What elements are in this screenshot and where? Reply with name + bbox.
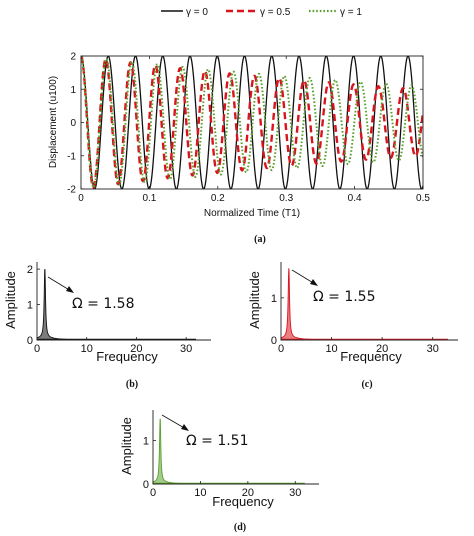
legend-label-gamma-05: γ = 0.5 <box>260 7 291 18</box>
panel-b-xtick-label: 10 <box>81 343 93 355</box>
panel-b-xlabel: Frequency <box>96 349 158 364</box>
panel-c-caption: (c) <box>361 379 372 390</box>
legend-label-gamma-0: γ = 0 <box>186 7 208 18</box>
panel-d: 0 10 20 30 0 1 Frequency Amplitude Ω = 1.51 (… <box>119 410 319 533</box>
panel-d-spectrum <box>152 418 306 485</box>
panel-a-xtick-label: 0.1 <box>142 193 156 204</box>
panel-b-annotation: Ω = 1.58 <box>72 296 135 312</box>
panel-b-annotation-arrow <box>47 276 72 292</box>
panel-d-xtick-label: 30 <box>289 487 301 499</box>
panel-a-xlabel: Normalized Time (T1) <box>204 208 300 219</box>
panel-b-xtick-label: 30 <box>180 343 192 355</box>
panel-c-annotation: Ω = 1.55 <box>313 289 376 305</box>
panel-c-ytick-label: 1 <box>271 293 277 305</box>
panel-d-caption: (d) <box>234 522 246 533</box>
panel-d-arrowhead <box>181 424 189 431</box>
panel-a-series-3 <box>81 56 423 189</box>
panel-c-ytick-label: 0 <box>271 335 277 347</box>
panel-d-xlabel: Frequency <box>212 494 274 509</box>
panel-c-arrowhead <box>310 279 318 286</box>
panel-d-annotation: Ω = 1.51 <box>186 433 249 449</box>
panel-a-ytick-label: 2 <box>70 52 76 63</box>
panel-a-ylabel: Displacement (u100) <box>48 76 59 168</box>
panel-a-ytick-label: -2 <box>67 185 76 196</box>
panel-c-xtick-label: 10 <box>325 343 337 355</box>
panel-d-annotation-arrow <box>161 414 187 430</box>
panel-a-ytick-label: 1 <box>70 85 76 96</box>
panel-c-xtick-label: 20 <box>376 343 388 355</box>
panel-b-ytick-label: 1 <box>27 300 33 312</box>
panel-d-ytick-label: 1 <box>143 435 149 447</box>
panel-d-xtick-label: 20 <box>242 487 254 499</box>
panel-c-xtick-label: 0 <box>278 343 284 355</box>
panel-b-ytick-label: 0 <box>27 335 33 347</box>
panel-a-xtick-label: 0.4 <box>348 193 362 204</box>
panel-a: 0 0.1 0.2 0.3 0.4 0.5 -2 -1 0 1 2 Normalized Time … <box>48 52 430 246</box>
panel-b-ylabel: Amplitude <box>3 271 18 329</box>
panel-c-xlabel: Frequency <box>340 349 402 364</box>
panel-a-ytick-label: 0 <box>70 118 76 129</box>
panel-d-xtick-label: 0 <box>150 487 156 499</box>
panel-d-ylabel: Amplitude <box>119 417 134 475</box>
panel-c: 0 10 20 30 0 1 Frequency Amplitude Ω = 1.55 (… <box>247 262 458 390</box>
panel-a-xtick-label: 0.3 <box>279 193 293 204</box>
panel-b-arrowhead <box>66 286 74 293</box>
legend-label-gamma-1: γ = 1 <box>340 7 362 18</box>
panel-b-xtick-label: 0 <box>34 343 40 355</box>
panel-c-annotation-arrow <box>291 269 316 285</box>
panel-d-ytick-label: 0 <box>143 479 149 491</box>
panel-c-xtick-label: 30 <box>427 343 439 355</box>
panel-a-xtick-label: 0.5 <box>416 193 430 204</box>
legend: γ = 0 γ = 0.5 γ = 1 <box>161 7 362 18</box>
panel-a-xtick-label: 0 <box>78 193 84 204</box>
panel-c-ylabel: Amplitude <box>247 271 262 329</box>
panel-a-xtick-label: 0.2 <box>211 193 225 204</box>
panel-a-series-2 <box>81 56 423 189</box>
panel-d-xtick-label: 10 <box>194 487 206 499</box>
panel-b-ytick-label: 2 <box>27 264 33 276</box>
panel-a-series-1 <box>81 56 423 189</box>
panel-a-caption: (a) <box>254 234 266 245</box>
panel-b-caption: (b) <box>126 379 138 390</box>
panel-b-xtick-label: 20 <box>130 343 142 355</box>
panel-a-ytick-label: -1 <box>67 151 76 162</box>
